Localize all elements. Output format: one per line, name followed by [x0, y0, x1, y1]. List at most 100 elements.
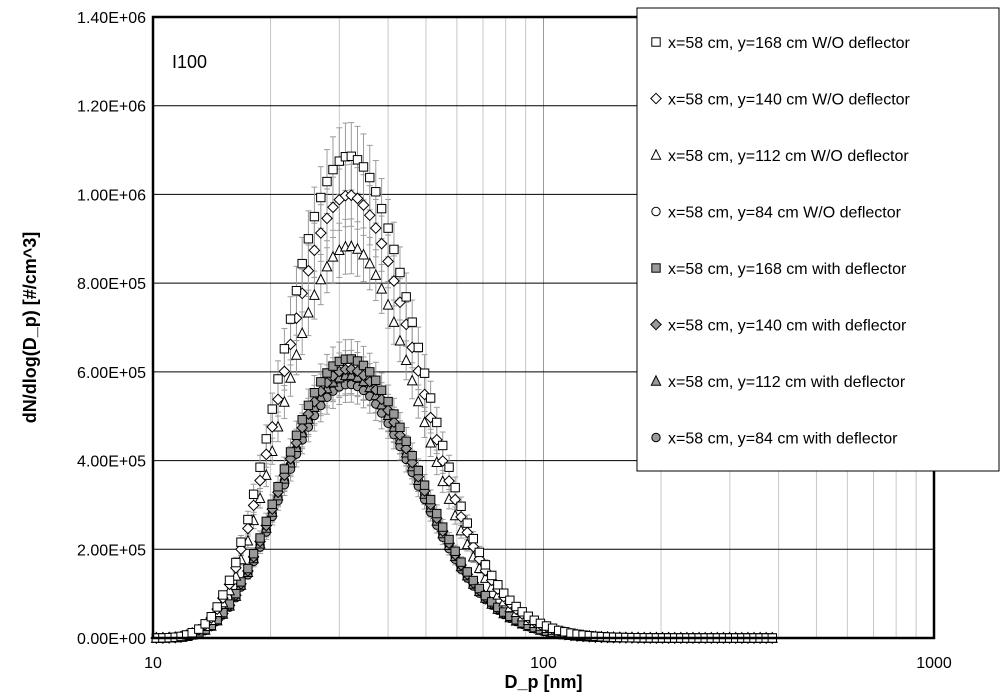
data-point [290, 348, 302, 360]
data-point [248, 489, 259, 499]
data-point [212, 602, 222, 612]
data-point [388, 315, 400, 327]
legend-entry: x=58 cm, y=112 cm with deflector [650, 374, 906, 391]
data-point [316, 192, 326, 203]
data-point [322, 368, 332, 378]
data-point [383, 223, 393, 233]
legend-label: x=58 cm, y=112 cm W/O deflector [668, 148, 909, 165]
data-point [273, 482, 283, 492]
data-point [194, 624, 204, 634]
data-point [383, 396, 393, 407]
data-point [316, 377, 326, 387]
data-point [376, 203, 387, 214]
data-point [243, 514, 253, 525]
data-point [371, 187, 381, 197]
legend-marker [650, 148, 662, 160]
data-point [413, 465, 424, 476]
data-point [261, 516, 271, 527]
data-point [432, 508, 442, 519]
data-point [273, 374, 283, 384]
data-point [321, 260, 333, 272]
legend-marker [651, 432, 661, 443]
data-point [345, 240, 357, 252]
data-point [358, 162, 369, 172]
legend-entry: x=58 cm, y=168 cm with deflector [651, 261, 907, 278]
data-point [395, 422, 405, 433]
y-tick-label: 1.20E+06 [77, 99, 146, 116]
data-point [363, 209, 376, 222]
y-tick-label: 1.00E+06 [77, 187, 146, 204]
data-point [413, 342, 424, 353]
data-point [358, 248, 370, 260]
y-tick-label: 2.00E+05 [77, 542, 146, 559]
legend-label: x=58 cm, y=112 cm with deflector [668, 374, 906, 391]
legend-label: x=58 cm, y=140 cm with deflector [668, 318, 907, 335]
legend-label: x=58 cm, y=168 cm with deflector [668, 261, 907, 278]
data-markers [150, 151, 779, 644]
y-tick-label: 6.00E+05 [77, 365, 146, 382]
data-point [241, 522, 254, 535]
data-point [309, 211, 320, 222]
data-point [419, 416, 431, 428]
data-point [450, 546, 460, 556]
data-point [358, 360, 369, 371]
data-point [394, 334, 406, 346]
legend-label: x=58 cm, y=168 cm W/O deflector [668, 35, 911, 52]
data-point [260, 448, 273, 461]
data-point [487, 597, 497, 607]
data-point [235, 543, 247, 556]
data-point [206, 612, 216, 622]
data-point [314, 227, 327, 239]
data-point [456, 501, 466, 511]
legend-marker [651, 37, 661, 47]
data-point [511, 601, 521, 612]
data-point [231, 557, 241, 568]
legend-entry: x=58 cm, y=84 cm W/O deflector [651, 205, 902, 222]
data-point [352, 242, 364, 254]
legend-marker [651, 263, 661, 273]
data-point [278, 365, 291, 378]
data-point [375, 237, 388, 250]
data-point [267, 404, 277, 414]
x-tick-label: 1000 [916, 655, 952, 672]
data-point [260, 468, 272, 480]
data-point [376, 282, 388, 294]
legend-entry: x=58 cm, y=168 cm W/O deflector [651, 35, 911, 52]
y-tick-label: 1.40E+06 [77, 10, 146, 27]
data-point [419, 368, 430, 378]
data-point [450, 482, 460, 493]
data-point [248, 549, 259, 559]
y-tick-label: 4.00E+05 [77, 454, 146, 471]
legend-box [636, 7, 1000, 472]
y-tick-label: 0.00E+00 [77, 631, 146, 648]
legend-marker [650, 318, 662, 331]
data-point [425, 494, 436, 505]
data-point [291, 430, 302, 440]
data-point [395, 267, 405, 278]
data-point [315, 273, 327, 285]
data-point [370, 268, 382, 280]
legend-entry: x=58 cm, y=84 cm with deflector [651, 431, 898, 448]
data-point [351, 192, 364, 205]
data-point [243, 563, 253, 574]
data-point [406, 374, 418, 386]
data-point [279, 464, 290, 474]
data-point [308, 288, 320, 300]
data-point [303, 234, 314, 244]
data-point [272, 393, 284, 406]
data-point [303, 400, 314, 411]
data-point [309, 388, 320, 398]
legend-label: x=58 cm, y=140 cm W/O deflector [668, 92, 911, 109]
data-point [297, 258, 307, 269]
data-point [480, 590, 491, 601]
data-point [412, 395, 424, 407]
legend-marker [650, 374, 662, 386]
x-tick-label: 100 [530, 655, 557, 672]
legend: x=58 cm, y=168 cm W/O deflector x=58 cm, … [636, 7, 1000, 472]
x-axis-title: D_p [nm] [505, 672, 583, 692]
data-point [224, 575, 235, 586]
data-point [425, 436, 437, 448]
data-point [255, 462, 265, 472]
data-point [278, 395, 290, 407]
data-point [505, 595, 515, 605]
